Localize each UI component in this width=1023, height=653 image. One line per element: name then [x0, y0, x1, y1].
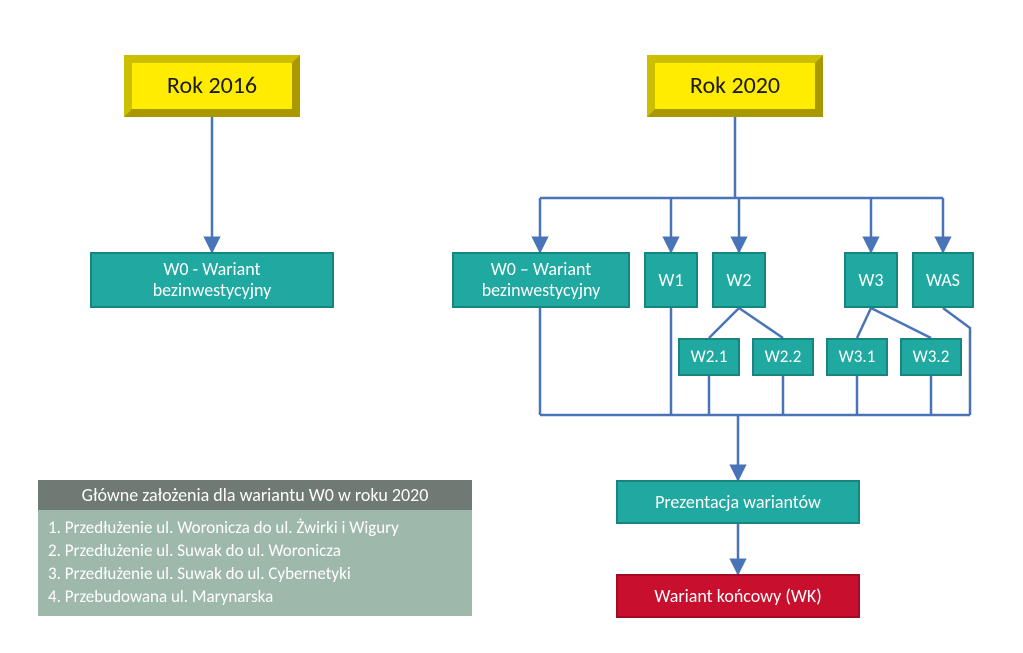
- node-w31: W3.1: [826, 338, 888, 376]
- node-w1: W1: [644, 252, 698, 308]
- node-year-2020: Rok 2020: [647, 55, 823, 117]
- node-w2: W2: [712, 252, 766, 308]
- assumptions-box: Główne założenia dla wariantu W0 w roku …: [38, 480, 472, 616]
- assumptions-item: 4. Przebudowana ul. Marynarska: [48, 585, 462, 608]
- node-final: Wariant końcowy (WK): [616, 574, 860, 618]
- node-presentation: Prezentacja wariantów: [616, 480, 860, 524]
- assumptions-item: 2. Przedłużenie ul. Suwak do ul. Woronic…: [48, 539, 462, 562]
- assumptions-list: 1. Przedłużenie ul. Woronicza do ul. Żwi…: [38, 510, 472, 618]
- node-w0-2016: W0 - Wariantbezinwestycyjny: [90, 252, 334, 308]
- flowchart-canvas: Rok 2016 Rok 2020 W0 - Wariantbezinwesty…: [0, 0, 1023, 653]
- assumptions-header: Główne założenia dla wariantu W0 w roku …: [38, 480, 472, 510]
- assumptions-item: 3. Przedłużenie ul. Suwak do ul. Cyberne…: [48, 562, 462, 585]
- node-w3: W3: [844, 252, 898, 308]
- node-w21: W2.1: [678, 338, 740, 376]
- node-was: WAS: [912, 252, 974, 308]
- node-w32: W3.2: [900, 338, 962, 376]
- node-w22: W2.2: [752, 338, 814, 376]
- assumptions-item: 1. Przedłużenie ul. Woronicza do ul. Żwi…: [48, 516, 462, 539]
- node-year-2016: Rok 2016: [124, 55, 300, 117]
- node-w0-2020: W0 – Wariantbezinwestycyjny: [452, 252, 630, 308]
